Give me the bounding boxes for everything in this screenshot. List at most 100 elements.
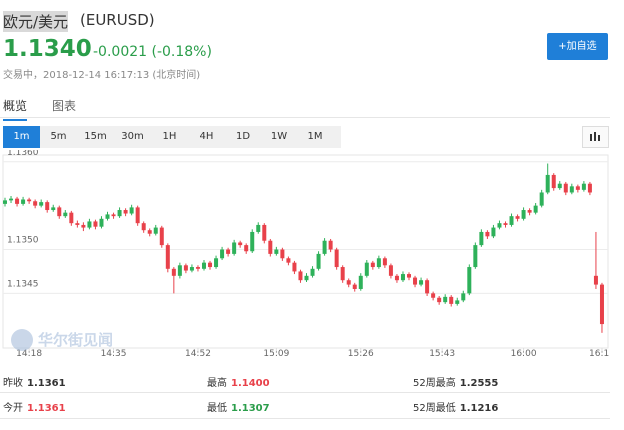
- candle-body: [75, 223, 80, 225]
- x-tick-label: 15:26: [348, 349, 374, 359]
- add-watchlist-button[interactable]: +加自选: [547, 33, 608, 60]
- candle-body: [123, 210, 128, 214]
- candle-body: [527, 210, 532, 213]
- candle-body: [400, 274, 405, 281]
- plot-area: 1.1360 1.1350 1.1345 14:18 14:35 14:52 15:09 15…: [2, 150, 612, 359]
- candle-body: [322, 240, 327, 254]
- candle-body: [413, 277, 418, 285]
- candle-body: [545, 174, 550, 193]
- period-button[interactable]: 1m: [3, 126, 40, 148]
- x-tick-label: 14:52: [185, 349, 211, 359]
- y-tick-label: 1.1350: [7, 236, 39, 246]
- candle-body: [334, 249, 339, 268]
- candle-body: [425, 280, 430, 294]
- period-button[interactable]: 15m: [84, 131, 107, 142]
- instrument-code: (EURUSD): [80, 11, 155, 29]
- chart-type-button[interactable]: [582, 126, 609, 148]
- candle-body: [33, 201, 38, 206]
- x-tick-label: 15:43: [429, 349, 455, 359]
- watermark-text: 华尔街见闻: [38, 331, 113, 349]
- candle-body: [93, 221, 98, 227]
- candle-body: [99, 218, 104, 227]
- period-button[interactable]: 30m: [121, 131, 144, 142]
- stat-value: 1.1361: [27, 403, 66, 414]
- candle-body: [388, 265, 393, 276]
- candle-body: [165, 245, 170, 269]
- candle-body: [557, 183, 562, 189]
- candle-body: [15, 198, 20, 204]
- tab[interactable]: 概览: [3, 97, 28, 121]
- instrument-name: 欧元/美元: [3, 11, 69, 32]
- candle-body: [394, 275, 399, 281]
- tab-divider: [0, 117, 610, 118]
- x-tick-label: 16:00: [511, 349, 537, 359]
- candle-body: [57, 207, 62, 217]
- candle-body: [63, 212, 68, 217]
- candle-body: [509, 216, 514, 225]
- candle-body: [304, 275, 309, 281]
- candle-body: [551, 174, 556, 189]
- candle-body: [346, 280, 351, 285]
- stat-value: 1.1216: [459, 403, 499, 414]
- period-button[interactable]: 1M: [307, 131, 323, 142]
- period-bar: 1m 5m 15m 30m 1H 4H 1D 1W 1M: [3, 126, 341, 148]
- tab[interactable]: 图表: [52, 99, 77, 113]
- candle-body: [3, 200, 7, 204]
- x-tick-label: 15:09: [263, 349, 289, 359]
- stat: 昨收 1.1361: [3, 374, 66, 389]
- stat-label: 今开: [3, 403, 23, 414]
- stat-value: 1.2555: [459, 378, 499, 389]
- stat-value: 1.1361: [27, 378, 66, 389]
- candle-body: [153, 227, 158, 234]
- candle-body: [214, 258, 219, 268]
- period-button[interactable]: 4H: [199, 131, 214, 142]
- candle-body: [177, 265, 182, 276]
- price-change: -0.0021 (-0.18%): [93, 44, 212, 60]
- stat-label: 52周最低: [413, 403, 456, 414]
- stat: 最高 1.1400: [207, 374, 270, 389]
- candle-body: [45, 202, 50, 211]
- period-button[interactable]: 5m: [50, 131, 67, 142]
- candle-body: [328, 240, 333, 250]
- candle-body: [449, 296, 454, 304]
- candle-body: [443, 296, 448, 303]
- stat-value: 1.1400: [231, 378, 270, 389]
- candle-body: [376, 258, 381, 268]
- candle-body: [208, 262, 213, 268]
- candle-body: [491, 227, 496, 237]
- period-button[interactable]: 1D: [235, 131, 251, 142]
- stat-label: 最低: [207, 403, 227, 414]
- candlestick-chart: 1.1360 1.1350 1.1345 14:18 14:35 14:52 15:09 15…: [2, 150, 612, 359]
- last-price: 1.1340: [3, 36, 92, 62]
- candle-body: [51, 207, 56, 211]
- candle-body: [358, 275, 363, 289]
- stat-label: 最高: [207, 378, 227, 389]
- candle-body: [232, 242, 237, 254]
- candle-body: [485, 231, 490, 237]
- candle-body: [581, 183, 586, 190]
- candle-body: [195, 267, 200, 269]
- x-tick-label: 16:17: [589, 349, 612, 359]
- candle-body: [292, 262, 297, 272]
- candle-body: [569, 186, 574, 193]
- candle-body: [473, 245, 478, 268]
- candle-body: [39, 202, 44, 206]
- candle-body: [382, 258, 387, 266]
- candle-body: [431, 293, 436, 298]
- trade-status: 交易中，2018-12-14 16:17:13 (北京时间): [3, 70, 201, 81]
- row-divider: [0, 418, 610, 419]
- period-button[interactable]: 1W: [270, 131, 288, 142]
- candle-body: [437, 297, 442, 303]
- candle-body: [316, 253, 321, 269]
- candle-body: [563, 183, 568, 193]
- candle-body: [238, 242, 243, 246]
- candle-body: [521, 210, 526, 219]
- period-button[interactable]: 1H: [162, 131, 177, 142]
- candle-body: [310, 268, 315, 276]
- chart-type-icon: [590, 132, 600, 141]
- candle-body: [159, 227, 164, 246]
- stat: 52周最高 1.2555: [413, 374, 498, 389]
- candle-body: [201, 262, 206, 269]
- candle-body: [497, 223, 502, 228]
